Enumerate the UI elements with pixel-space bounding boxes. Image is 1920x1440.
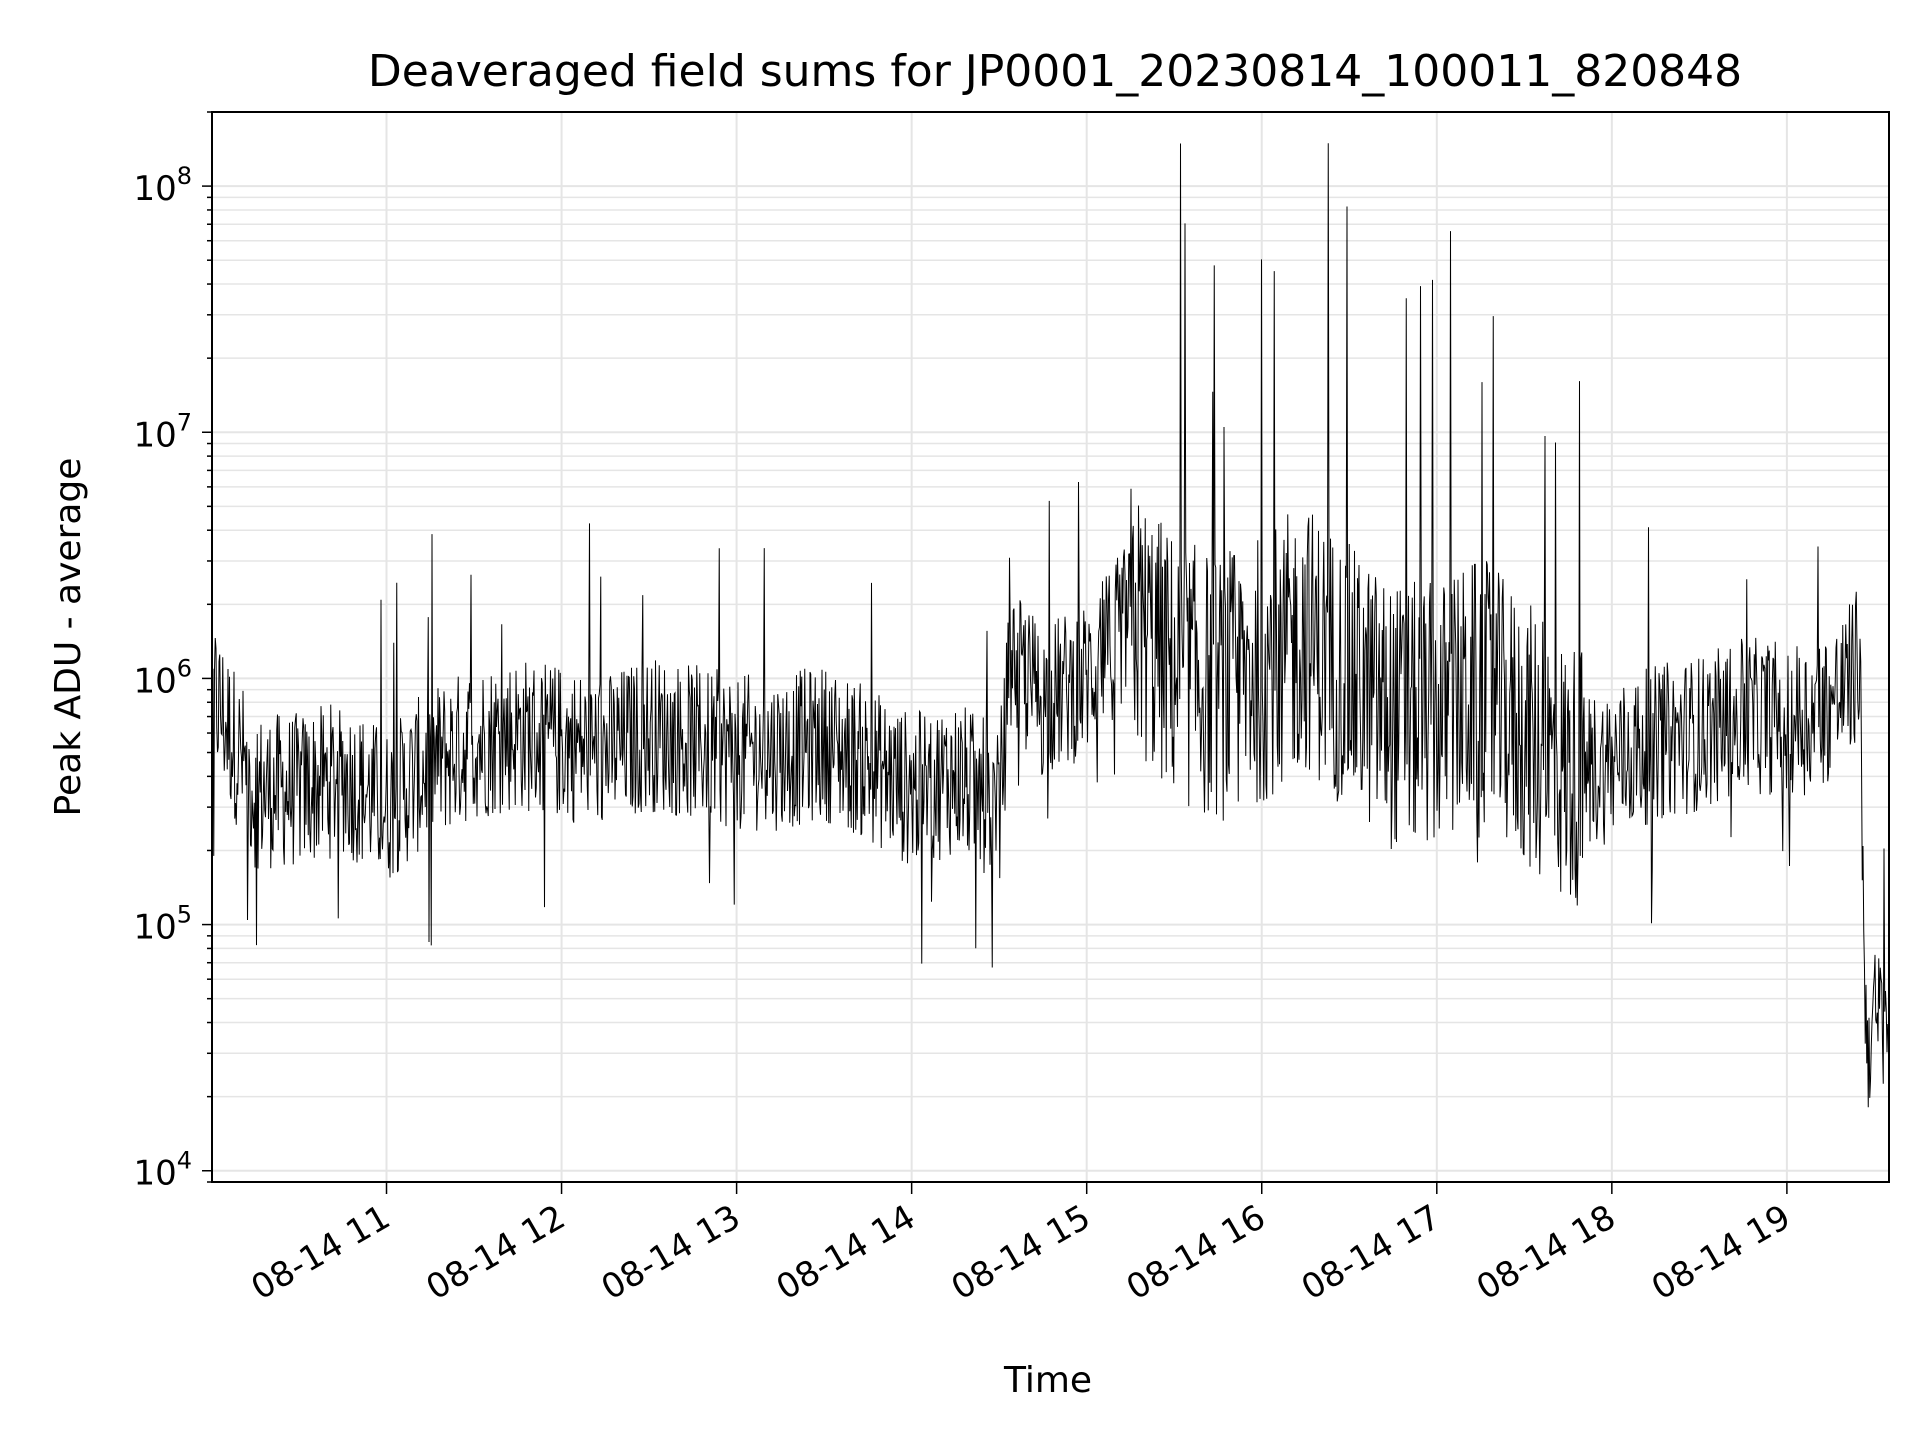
x-axis-label: Time <box>1003 1360 1092 1401</box>
x-tick-label: 08-14 18 <box>1470 1197 1622 1308</box>
y-tick-label: 107 <box>133 408 192 455</box>
series-line <box>212 143 1889 1108</box>
y-tick-label: 106 <box>133 654 192 701</box>
y-tick-label: 105 <box>133 901 192 948</box>
x-tick-label: 08-14 16 <box>1120 1197 1272 1308</box>
series <box>212 143 1889 1108</box>
y-tick-label: 104 <box>133 1147 192 1194</box>
y-axis: 104 105 106 107 108 <box>133 111 212 1194</box>
plot-frame <box>211 111 1890 1183</box>
x-tick-label: 08-14 14 <box>770 1197 922 1308</box>
x-tick-label: 08-14 15 <box>945 1197 1097 1308</box>
x-tick-label: 08-14 17 <box>1295 1197 1447 1308</box>
grid <box>212 111 1889 1183</box>
x-tick-label: 08-14 12 <box>420 1197 572 1308</box>
x-tick-label: 08-14 11 <box>245 1197 397 1308</box>
x-axis: 08-14 11 08-14 12 08-14 13 08-14 14 08-14 15… <box>245 1182 1797 1308</box>
y-tick-label: 108 <box>133 162 192 209</box>
y-axis-label: Peak ADU - average <box>48 458 89 817</box>
x-tick-label: 08-14 13 <box>595 1197 747 1308</box>
x-tick-label: 08-14 19 <box>1645 1197 1797 1308</box>
chart-title: Deaveraged field sums for JP0001_2023081… <box>368 46 1742 97</box>
